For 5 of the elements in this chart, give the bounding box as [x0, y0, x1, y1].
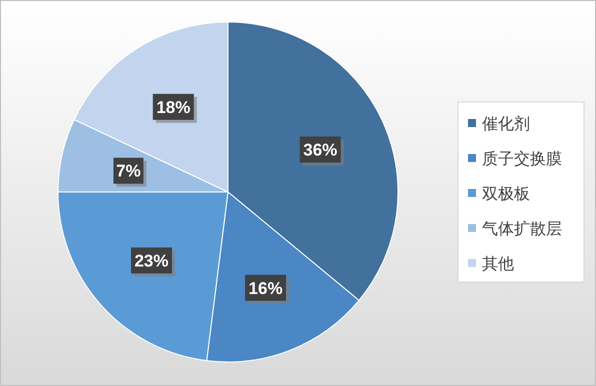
legend-label: 其他 — [482, 254, 514, 273]
legend-label: 气体扩散层 — [482, 219, 562, 238]
legend-label: 双极板 — [482, 184, 530, 203]
legend-label: 质子交换膜 — [482, 149, 562, 168]
slice-label: 催化剂 — [482, 114, 530, 133]
